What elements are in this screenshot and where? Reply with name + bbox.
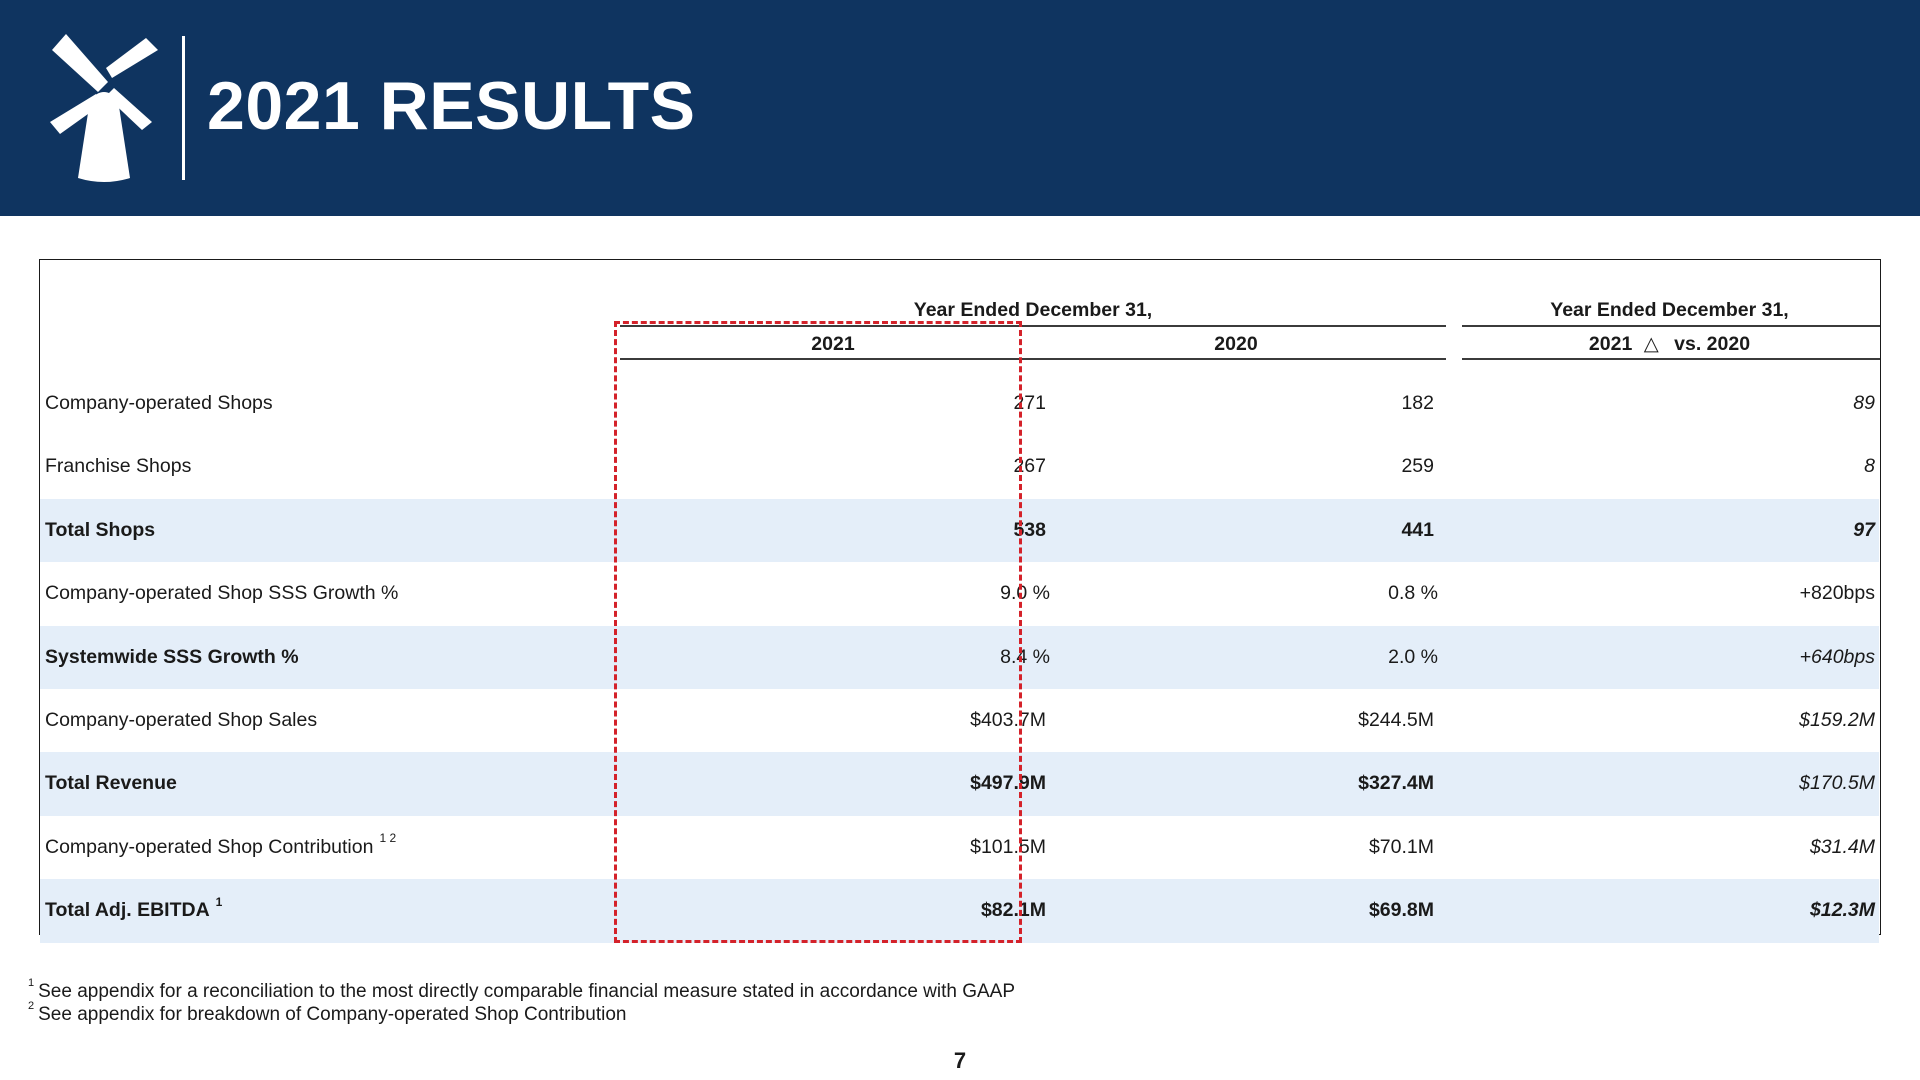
change-header-suffix: vs. 2020 bbox=[1674, 333, 1751, 355]
header-rule bbox=[620, 325, 1446, 327]
row-label: Company-operated Shop SSS Growth % bbox=[45, 582, 399, 605]
table-row: Systemwide SSS Growth % 8.4 % 2.0 % +640… bbox=[40, 625, 1879, 689]
value-2021: 8.4 % bbox=[1000, 645, 1050, 668]
value-change: 89 bbox=[1853, 392, 1875, 414]
footnote-text: See appendix for breakdown of Company-op… bbox=[38, 1004, 627, 1025]
table-body: Company-operated Shops 271 182 89 Franch… bbox=[40, 372, 1879, 943]
value-2020: 2.0 % bbox=[1388, 645, 1438, 668]
row-label-with-footnote: Company-operated Shop Contribution 1 2 bbox=[45, 816, 396, 879]
highlight-2021-column bbox=[614, 321, 1022, 943]
footnote-marker: 1 bbox=[215, 894, 223, 909]
footnote-2: 2 See appendix for breakdown of Company-o… bbox=[28, 999, 1015, 1026]
table-row: Company-operated Shop SSS Growth % 9.0 %… bbox=[40, 562, 1879, 625]
value-change: $170.5M bbox=[1799, 772, 1875, 795]
row-label: Systemwide SSS Growth % bbox=[45, 645, 299, 668]
column-header-2020: 2020 bbox=[1214, 333, 1258, 355]
table-row: Company-operated Shop Sales $403.7M $244… bbox=[40, 689, 1879, 752]
value-2020: $244.5M bbox=[1358, 708, 1434, 731]
value-2020: 259 bbox=[1401, 455, 1434, 478]
year-ended-header: Year Ended December 31, bbox=[913, 299, 1153, 321]
value-change: $159.2M bbox=[1799, 708, 1875, 731]
value-change: 8 bbox=[1864, 455, 1875, 478]
delta-icon: △ bbox=[1643, 333, 1659, 355]
value-2020: 441 bbox=[1401, 518, 1434, 541]
value-change: +820bps bbox=[1799, 582, 1875, 605]
page-number: 7 bbox=[953, 1048, 967, 1073]
value-2020: $69.8M bbox=[1368, 899, 1434, 922]
column-header-2021: 2021 bbox=[811, 333, 855, 355]
value-2020: $327.4M bbox=[1358, 772, 1434, 795]
change-year-ended-header: Year Ended December 31, bbox=[1550, 299, 1789, 321]
value-2020: 182 bbox=[1401, 392, 1434, 414]
header-rule bbox=[1462, 325, 1880, 327]
footnote-1: 1 See appendix for a reconciliation to th… bbox=[28, 976, 1016, 1003]
value-2020: 0.8 % bbox=[1388, 582, 1438, 605]
table-row: Total Shops 538 441 97 bbox=[40, 498, 1879, 563]
footnote-text: See appendix for a reconciliation to the… bbox=[38, 981, 1016, 1002]
table-row: Total Revenue $497.9M $327.4M $170.5M bbox=[40, 752, 1879, 816]
value-2021: $497.9M bbox=[970, 772, 1046, 795]
row-label: Company-operated Shops bbox=[45, 392, 273, 414]
row-label-with-footnote: Total Adj. EBITDA 1 bbox=[45, 879, 222, 942]
table-row: Company-operated Shop Contribution 1 2 $1… bbox=[40, 816, 1879, 879]
value-change: 97 bbox=[1853, 518, 1875, 541]
value-2021: $101.5M bbox=[970, 835, 1046, 858]
row-label: Company-operated Shop Contribution bbox=[45, 835, 374, 858]
column-rule bbox=[620, 358, 1446, 360]
row-label: Total Revenue bbox=[45, 772, 177, 795]
change-header-year: 2021 bbox=[1588, 333, 1633, 355]
footnote-marker: 1 bbox=[28, 976, 35, 989]
column-rule bbox=[1462, 358, 1880, 360]
value-2021: $82.1M bbox=[980, 899, 1046, 922]
results-table: Year Ended December 31, Year Ended Decem… bbox=[39, 259, 1881, 943]
header-divider bbox=[182, 36, 185, 180]
table-row: Total Adj. EBITDA 1 $82.1M $69.8M $12.3M bbox=[40, 879, 1879, 943]
footnotes: 1 See appendix for a reconciliation to th… bbox=[28, 976, 1016, 1026]
page-title: 2021 RESULTS bbox=[207, 68, 696, 144]
footnote-marker: 1 2 bbox=[379, 831, 397, 846]
windmill-icon bbox=[46, 30, 162, 186]
value-2020: $70.1M bbox=[1368, 835, 1434, 858]
row-label: Total Adj. EBITDA bbox=[45, 899, 210, 922]
value-change: $31.4M bbox=[1809, 835, 1875, 858]
value-change: $12.3M bbox=[1809, 899, 1875, 922]
value-2021: $403.7M bbox=[970, 708, 1046, 731]
row-label: Company-operated Shop Sales bbox=[45, 708, 318, 731]
row-label: Total Shops bbox=[45, 518, 156, 541]
footnote-marker: 2 bbox=[28, 999, 35, 1012]
header-banner: 2021 RESULTS bbox=[0, 0, 1920, 216]
column-header-change: 2021 △ vs. 2020 bbox=[1462, 330, 1877, 358]
value-2021: 9.0 % bbox=[1000, 582, 1050, 605]
row-label: Franchise Shops bbox=[45, 455, 192, 478]
value-change: +640bps bbox=[1799, 645, 1875, 668]
